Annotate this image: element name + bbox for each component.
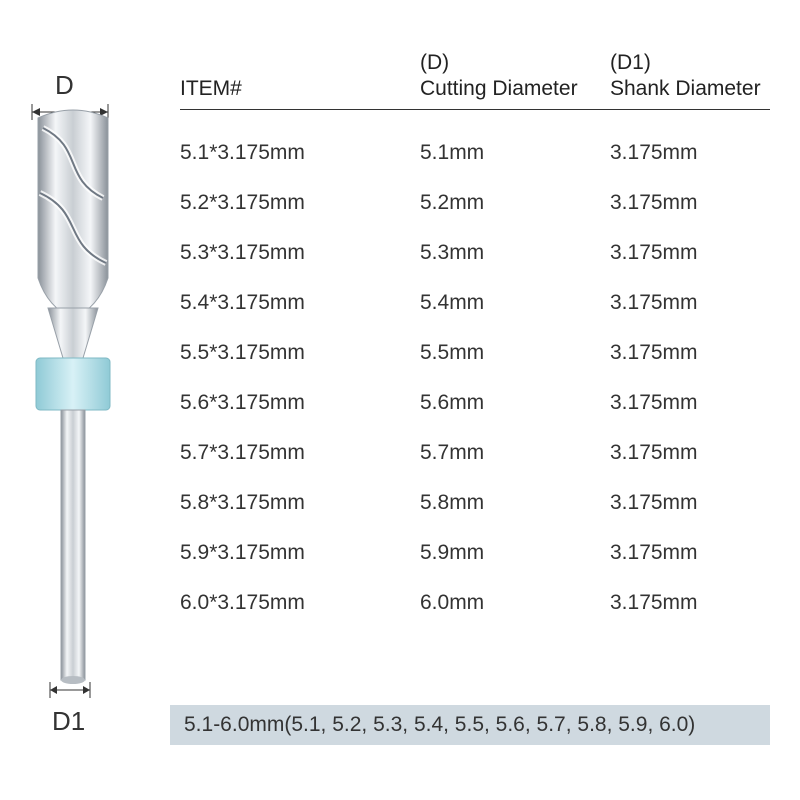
table-row: 5.2*3.175mm5.2mm3.175mm [180, 178, 770, 228]
td-cutting-diameter: 5.8mm [420, 491, 610, 515]
td-shank-diameter: 3.175mm [610, 291, 770, 315]
td-shank-diameter: 3.175mm [610, 141, 770, 165]
td-shank-diameter: 3.175mm [610, 241, 770, 265]
td-cutting-diameter: 5.6mm [420, 391, 610, 415]
th-item: ITEM# [180, 50, 420, 103]
td-item: 5.6*3.175mm [180, 391, 420, 415]
table-row: 5.4*3.175mm5.4mm3.175mm [180, 278, 770, 328]
td-item: 5.9*3.175mm [180, 541, 420, 565]
table-row: 5.6*3.175mm5.6mm3.175mm [180, 378, 770, 428]
d1-label-bottom: D1 [52, 706, 85, 737]
table-row: 5.8*3.175mm5.8mm3.175mm [180, 478, 770, 528]
td-item: 5.3*3.175mm [180, 241, 420, 265]
td-item: 6.0*3.175mm [180, 591, 420, 615]
td-shank-diameter: 3.175mm [610, 591, 770, 615]
table-header: ITEM# (D) Cutting Diameter (D1) Shank Di… [180, 50, 770, 110]
td-item: 5.5*3.175mm [180, 341, 420, 365]
table-row: 5.3*3.175mm5.3mm3.175mm [180, 228, 770, 278]
table-row: 5.7*3.175mm5.7mm3.175mm [180, 428, 770, 478]
td-cutting-diameter: 5.9mm [420, 541, 610, 565]
d-label-top: D [55, 70, 74, 101]
th-shank-diameter: (D1) Shank Diameter [610, 50, 770, 103]
table-row: 5.5*3.175mm5.5mm3.175mm [180, 328, 770, 378]
table-row: 6.0*3.175mm6.0mm3.175mm [180, 578, 770, 628]
td-item: 5.4*3.175mm [180, 291, 420, 315]
td-cutting-diameter: 5.2mm [420, 191, 610, 215]
td-shank-diameter: 3.175mm [610, 441, 770, 465]
table-body: 5.1*3.175mm5.1mm3.175mm5.2*3.175mm5.2mm3… [180, 128, 770, 628]
td-cutting-diameter: 5.7mm [420, 441, 610, 465]
table-row: 5.9*3.175mm5.9mm3.175mm [180, 528, 770, 578]
th-d1-label: Shank Diameter [610, 77, 761, 100]
bit-diagram: D [0, 0, 180, 800]
td-cutting-diameter: 5.5mm [420, 341, 610, 365]
td-shank-diameter: 3.175mm [610, 391, 770, 415]
table-row: 5.1*3.175mm5.1mm3.175mm [180, 128, 770, 178]
td-item: 5.8*3.175mm [180, 491, 420, 515]
th-d-label: Cutting Diameter [420, 77, 578, 100]
size-range-footer: 5.1-6.0mm(5.1, 5.2, 5.3, 5.4, 5.5, 5.6, … [170, 705, 770, 745]
td-cutting-diameter: 5.4mm [420, 291, 610, 315]
dimension-line-bottom-icon [48, 680, 92, 700]
td-cutting-diameter: 6.0mm [420, 591, 610, 615]
td-item: 5.1*3.175mm [180, 141, 420, 165]
th-d1-sup: (D1) [610, 50, 770, 76]
td-item: 5.2*3.175mm [180, 191, 420, 215]
td-shank-diameter: 3.175mm [610, 491, 770, 515]
td-cutting-diameter: 5.3mm [420, 241, 610, 265]
th-cutting-diameter: (D) Cutting Diameter [420, 50, 610, 103]
th-d-sup: (D) [420, 50, 610, 76]
td-shank-diameter: 3.175mm [610, 341, 770, 365]
td-cutting-diameter: 5.1mm [420, 141, 610, 165]
td-shank-diameter: 3.175mm [610, 191, 770, 215]
drill-bit-icon [28, 108, 118, 688]
td-shank-diameter: 3.175mm [610, 541, 770, 565]
spec-table: ITEM# (D) Cutting Diameter (D1) Shank Di… [180, 0, 800, 800]
td-item: 5.7*3.175mm [180, 441, 420, 465]
